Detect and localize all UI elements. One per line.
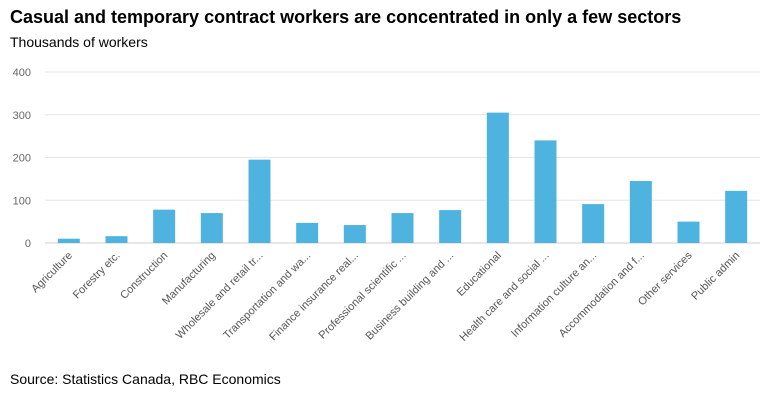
bar[interactable] (486, 112, 509, 243)
y-tick-label: 400 (13, 67, 31, 79)
bar[interactable] (391, 213, 414, 243)
bar[interactable] (629, 181, 652, 243)
x-tick-label: Professional scientific ... (317, 250, 409, 342)
y-tick-label: 100 (13, 195, 31, 207)
x-tick-label: Finance insurance real... (267, 250, 361, 344)
chart-subtitle: Thousands of workers (10, 34, 148, 50)
source-note: Source: Statistics Canada, RBC Economics (10, 371, 281, 387)
bar[interactable] (582, 204, 605, 243)
bar[interactable] (200, 213, 223, 243)
x-tick-label: Construction (118, 250, 170, 302)
x-tick-label: Agriculture (29, 250, 75, 296)
y-tick-label: 200 (13, 153, 31, 165)
bar[interactable] (296, 222, 319, 243)
x-tick-label: Business building and ... (363, 250, 456, 343)
y-tick-label: 0 (25, 238, 31, 250)
x-tick-label: Accommodation and f... (557, 250, 647, 340)
x-tick-label: Public admin (689, 250, 742, 303)
x-tick-label: Educational (455, 250, 504, 299)
bars (57, 112, 748, 243)
bar[interactable] (105, 236, 128, 243)
bar[interactable] (534, 140, 557, 243)
y-tick-label: 300 (13, 110, 31, 122)
x-tick-label: Wholesale and retail tr... (174, 250, 266, 342)
bar[interactable] (677, 221, 700, 243)
bar[interactable] (439, 210, 462, 243)
bar[interactable] (725, 190, 748, 243)
x-tick-label: Transportation and wa... (221, 250, 313, 342)
bar[interactable] (153, 209, 176, 243)
x-tick-label: Health care and social ... (458, 250, 552, 344)
x-tick-label: Forestry etc. (71, 250, 123, 302)
y-axis-ticks: 0 100 200 300 400 (13, 67, 31, 250)
x-tick-label: Information culture an... (509, 250, 599, 340)
chart-title: Casual and temporary contract workers ar… (10, 7, 682, 27)
bar[interactable] (343, 225, 366, 243)
bar[interactable] (57, 238, 80, 243)
bar[interactable] (248, 159, 271, 243)
